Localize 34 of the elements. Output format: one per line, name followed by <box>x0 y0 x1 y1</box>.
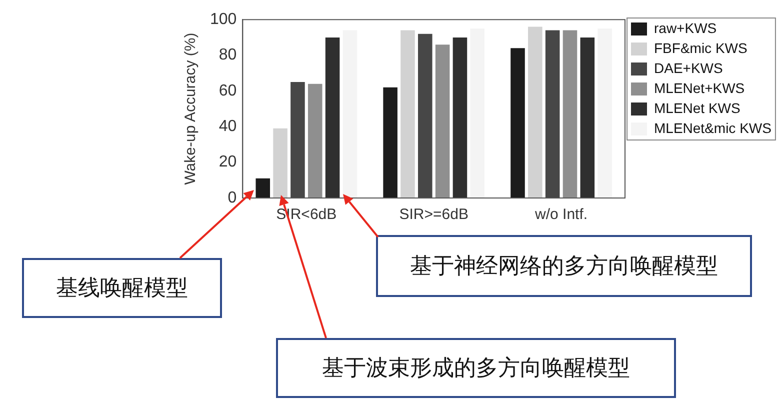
x-tick-label: w/o Intf. <box>534 206 588 224</box>
legend-label: MLENet KWS <box>654 100 740 116</box>
bar <box>452 37 468 198</box>
text: 基于神经网络的多方向唤醒模型 <box>376 235 752 297</box>
legend-label: FBF&mic KWS <box>654 40 748 56</box>
bar <box>545 30 560 198</box>
y-tick-label: 20 <box>218 154 237 171</box>
bar <box>418 34 432 198</box>
bar <box>308 84 322 198</box>
y-tick-label: 100 <box>210 11 237 28</box>
bar <box>528 26 542 198</box>
x-tick-label: SIR>=6dB <box>399 206 468 224</box>
legend-label: MLENet+KWS <box>654 80 745 96</box>
bar <box>383 87 398 198</box>
bar <box>256 178 270 198</box>
y-tick-label: 60 <box>218 82 237 100</box>
legend-label: MLENet&mic KWS <box>654 120 772 136</box>
bar <box>580 37 595 198</box>
bar <box>435 44 450 198</box>
bar <box>325 37 340 198</box>
legend-label: raw+KWS <box>654 20 717 36</box>
y-tick-label: 0 <box>228 189 237 206</box>
legend-label: DAE+KWS <box>654 60 723 76</box>
bar <box>470 28 485 198</box>
text: 基线唤醒模型 <box>22 258 222 318</box>
y-tick-label: 40 <box>218 118 237 136</box>
bar <box>562 30 578 198</box>
bar <box>400 30 415 198</box>
text: 基于波束形成的多方向唤醒模型 <box>276 338 676 398</box>
y-axis-title: Wake-up Accuracy (%) <box>182 32 200 185</box>
bar <box>510 48 525 198</box>
y-tick-label: 80 <box>218 46 237 64</box>
bar <box>598 28 612 198</box>
bar <box>290 82 305 198</box>
